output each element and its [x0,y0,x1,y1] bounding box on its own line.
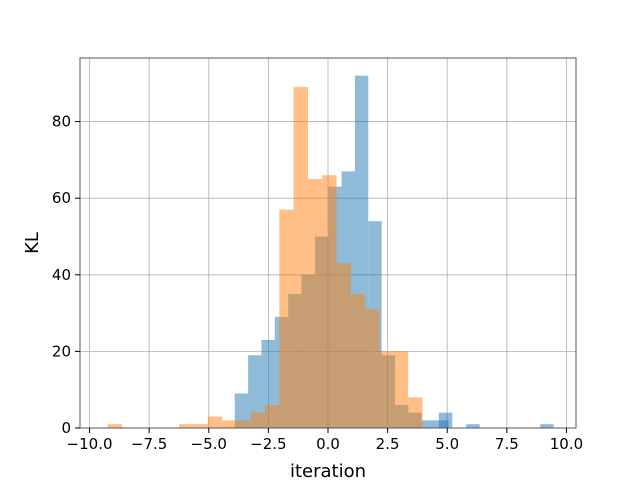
histogram-bar-series-2 [408,397,423,428]
y-tick-label: 60 [52,189,71,207]
x-tick-label: 5.0 [435,435,459,453]
histogram-bar-series-2 [193,424,208,428]
x-tick-label: −5.0 [191,435,227,453]
y-tick-label: 40 [52,266,71,284]
histogram-bar-series-2 [365,309,380,428]
y-tick-label: 20 [52,342,71,360]
histogram-bar-series-1 [248,355,262,428]
histogram-bar-series-1 [540,424,554,428]
histogram-bar-series-2 [336,263,351,428]
histogram-bar-series-2 [107,424,122,428]
histogram-bar-series-2 [250,412,266,428]
histogram-bars [107,75,554,428]
x-tick-label: −10.0 [67,435,113,453]
y-axis-ticks: 0 20 40 60 80 [52,113,80,437]
histogram-bar-series-1 [234,393,249,428]
x-tick-label: 10.0 [550,435,583,453]
histogram-bar-series-2 [279,209,294,428]
x-tick-label: 2.5 [376,435,400,453]
histogram-bar-series-2 [393,351,409,428]
x-tick-label: 7.5 [495,435,519,453]
histogram-bar-series-2 [265,405,280,428]
histogram-bar-series-2 [293,87,308,428]
x-tick-label: −7.5 [131,435,167,453]
y-axis-label: KL [22,232,43,254]
histogram-bar-series-2 [322,175,337,428]
x-tick-label: −2.5 [250,435,286,453]
histogram-bar-series-1 [438,412,453,428]
histogram-bar-series-2 [379,351,394,428]
histogram-bar-series-1 [466,424,480,428]
histogram-bar-series-2 [307,179,323,428]
y-tick-label: 80 [52,113,71,131]
histogram-bar-series-2 [350,293,366,428]
histogram-bar-series-2 [207,416,223,428]
x-tick-label: 0.0 [316,435,340,453]
histogram-bar-series-1 [421,420,436,428]
histogram-bar-series-2 [236,420,251,428]
x-axis-ticks: −10.0 −7.5 −5.0 −2.5 0.0 2.5 5.0 7.5 10.0 [67,428,583,453]
histogram-bar-series-2 [222,420,237,428]
y-tick-label: 0 [61,419,71,437]
x-axis-label: iteration [290,461,366,480]
histogram-bar-series-2 [179,424,194,428]
